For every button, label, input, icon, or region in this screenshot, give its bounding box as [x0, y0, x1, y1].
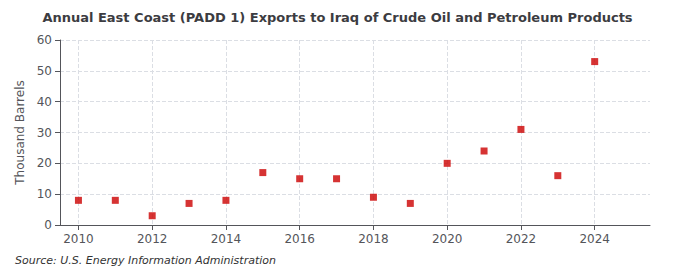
svg-text:10: 10 [37, 187, 52, 201]
svg-text:60: 60 [37, 33, 52, 47]
svg-text:Thousand Barrels: Thousand Barrels [13, 80, 27, 185]
svg-text:50: 50 [37, 64, 52, 78]
svg-text:2018: 2018 [358, 232, 389, 246]
svg-text:2024: 2024 [579, 232, 610, 246]
svg-text:40: 40 [37, 95, 52, 109]
svg-text:0: 0 [44, 218, 52, 232]
svg-text:2016: 2016 [284, 232, 315, 246]
svg-text:2022: 2022 [506, 232, 537, 246]
svg-text:Source: U.S. Energy Informatio: Source: U.S. Energy Information Administ… [15, 254, 276, 267]
svg-text:30: 30 [37, 126, 52, 140]
svg-text:20: 20 [37, 156, 52, 170]
svg-text:2012: 2012 [137, 232, 168, 246]
svg-text:2020: 2020 [432, 232, 463, 246]
svg-text:2010: 2010 [63, 232, 94, 246]
svg-text:Annual East Coast (PADD 1) Exp: Annual East Coast (PADD 1) Exports to Ir… [42, 10, 632, 25]
svg-text:2014: 2014 [211, 232, 242, 246]
